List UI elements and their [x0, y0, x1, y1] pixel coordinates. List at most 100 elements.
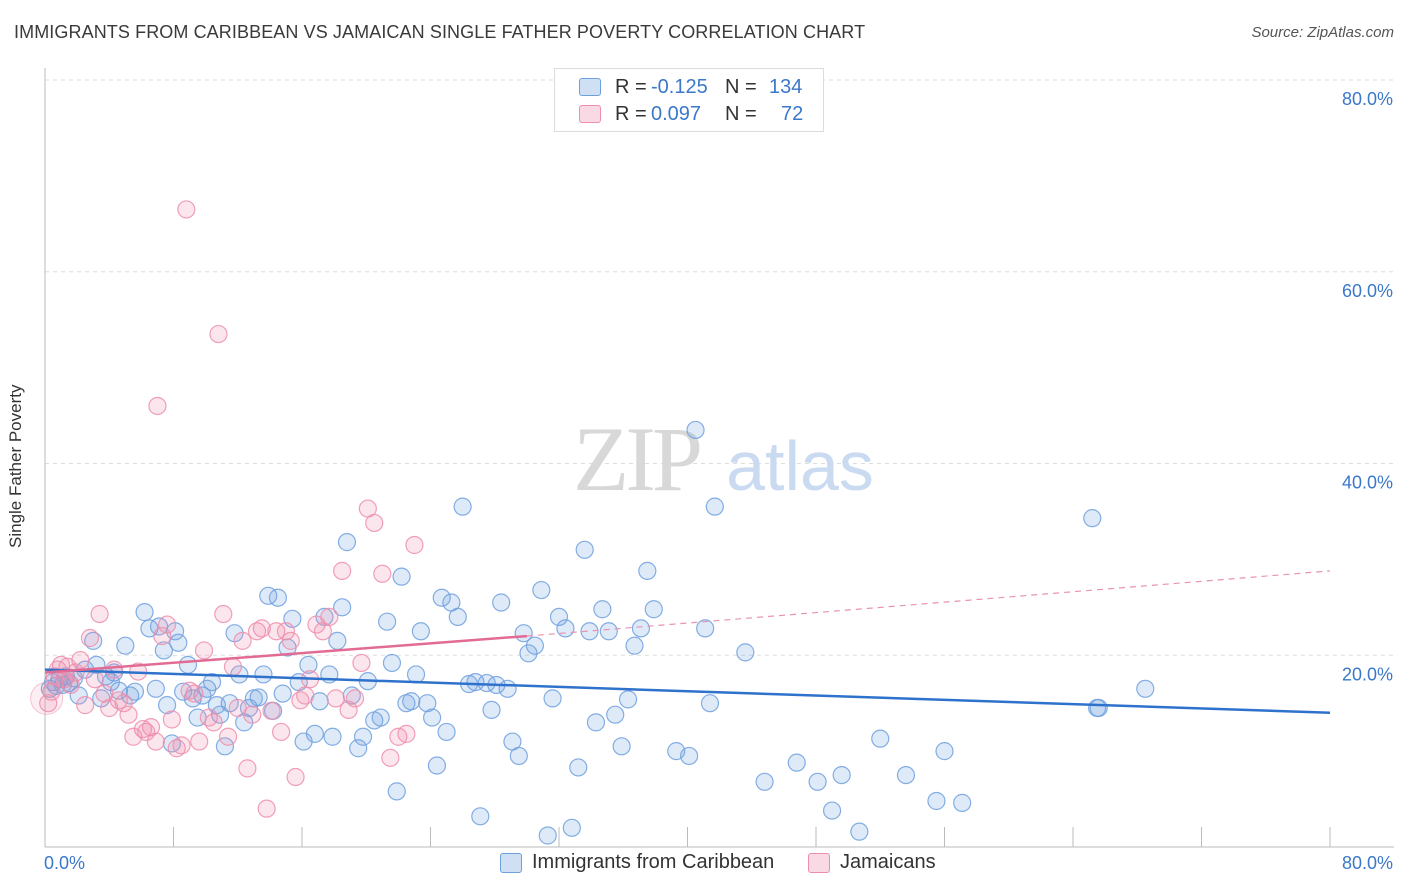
- legend-swatch-jamaicans: [579, 105, 601, 123]
- tick-labels: 20.0% 40.0% 60.0% 80.0% 0.0% 80.0%: [44, 89, 1393, 873]
- point-0-60: [323, 727, 342, 746]
- point-1-32: [177, 200, 196, 219]
- legend-n-label: N =: [725, 102, 757, 125]
- point-0-71: [382, 653, 402, 673]
- point-1-45: [238, 759, 257, 778]
- point-0-105: [569, 758, 588, 777]
- point-0-123: [705, 497, 724, 516]
- point-1-51: [267, 622, 286, 641]
- point-1-54: [281, 631, 300, 650]
- point-0-30: [178, 655, 198, 674]
- point-0-90: [482, 700, 501, 719]
- point-0-101: [543, 689, 562, 708]
- point-0-125: [755, 772, 774, 791]
- legend-r-value: 0.097: [651, 102, 702, 125]
- point-0-63: [337, 533, 357, 552]
- trend-lines: [44, 570, 1331, 715]
- legend-swatch-caribbean: [579, 78, 601, 96]
- point-1-66: [352, 653, 371, 673]
- point-1-61: [320, 607, 339, 627]
- point-0-84: [448, 607, 467, 627]
- watermark-zip: ZIP: [573, 408, 700, 510]
- trend-extension-jamaicans: [526, 570, 1331, 637]
- trend-line-caribbean: [44, 668, 1331, 715]
- point-0-70: [378, 612, 397, 631]
- point-0-75: [402, 692, 421, 711]
- point-1-9: [71, 650, 90, 670]
- legend-row-jamaicans: R = 0.097 N = 72: [579, 101, 803, 127]
- y-tick-label-1: 40.0%: [1342, 473, 1393, 493]
- point-1-52: [272, 722, 291, 742]
- point-0-109: [593, 600, 612, 619]
- point-1-72: [397, 724, 416, 743]
- point-0-38: [215, 737, 234, 756]
- point-1-31: [172, 736, 191, 755]
- point-1-65: [345, 689, 365, 708]
- x-tick-label-1: 80.0%: [1342, 853, 1393, 873]
- correlation-legend: R = -0.125 N = 134 R = 0.097 N = 72: [554, 68, 824, 132]
- point-0-82: [437, 722, 456, 742]
- point-0-28: [169, 633, 188, 652]
- y-tick-label-2: 60.0%: [1342, 281, 1393, 301]
- point-1-40: [214, 604, 233, 624]
- point-1-63: [333, 561, 352, 580]
- point-0-49: [268, 588, 288, 607]
- point-0-95: [509, 746, 528, 766]
- point-1-12: [85, 670, 104, 689]
- point-0-69: [371, 708, 390, 727]
- point-0-119: [680, 746, 699, 766]
- point-0-114: [625, 636, 644, 655]
- point-1-17: [109, 691, 128, 710]
- point-0-130: [850, 822, 869, 841]
- series-legend-jamaicans: Jamaicans: [808, 851, 936, 874]
- point-0-19: [125, 682, 145, 701]
- point-0-139: [1136, 679, 1155, 698]
- point-0-56: [305, 724, 324, 743]
- point-0-17: [116, 636, 135, 655]
- legend-row-caribbean: R = -0.125 N = 134: [579, 74, 802, 100]
- point-1-10: [76, 696, 95, 715]
- point-0-22: [146, 679, 165, 698]
- point-1-73: [405, 535, 424, 555]
- point-0-72: [387, 782, 406, 801]
- point-1-19: [119, 705, 138, 724]
- point-0-88: [471, 807, 490, 826]
- point-1-28: [157, 615, 177, 634]
- point-0-124: [736, 643, 755, 662]
- point-1-44: [233, 631, 252, 650]
- point-0-100: [538, 826, 557, 845]
- point-1-30: [167, 739, 186, 758]
- point-0-111: [606, 705, 625, 724]
- point-0-113: [618, 690, 638, 709]
- point-1-24: [141, 718, 161, 737]
- point-1-48: [252, 619, 271, 638]
- point-0-121: [696, 619, 715, 638]
- point-1-42: [223, 657, 243, 676]
- point-1-18: [114, 694, 133, 713]
- point-1-29: [162, 710, 181, 729]
- point-0-98: [525, 636, 545, 655]
- point-0-107: [580, 622, 599, 641]
- point-0-110: [599, 622, 618, 641]
- point-1-0: [39, 694, 58, 713]
- series-legend-label-caribbean: Immigrants from Caribbean: [532, 851, 775, 873]
- point-0-112: [612, 737, 631, 756]
- point-0-20: [135, 603, 154, 622]
- trend-line-jamaicans: [44, 634, 527, 674]
- point-1-39: [209, 324, 228, 344]
- watermark-atlas: atlas: [726, 427, 874, 505]
- series-jamaicans: [30, 200, 424, 818]
- point-1-15: [100, 698, 119, 718]
- point-0-92: [492, 593, 511, 612]
- point-0-122: [700, 694, 720, 713]
- legend-r-label: R =: [615, 102, 647, 125]
- point-1-27: [153, 626, 172, 646]
- y-tick-label-0: 20.0%: [1342, 664, 1393, 684]
- point-0-62: [333, 598, 352, 617]
- series-legend-swatch-caribbean: [500, 852, 522, 873]
- axes: [44, 68, 1394, 848]
- point-1-55: [286, 767, 305, 787]
- source-credit: Source: ZipAtlas.com: [1251, 24, 1394, 41]
- point-0-85: [453, 497, 472, 516]
- point-1-36: [194, 641, 214, 660]
